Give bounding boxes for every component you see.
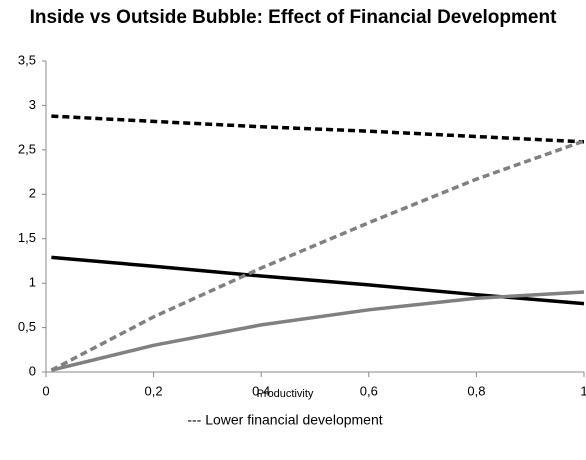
line-series — [50, 290, 585, 372]
x-tick-label: 1 — [580, 383, 586, 398]
line-series — [51, 114, 585, 144]
y-tick-label: 1 — [29, 275, 36, 290]
x-tick-label: 0 — [42, 383, 49, 398]
y-tick-label: 2,5 — [18, 141, 36, 156]
y-tick-label: 0 — [29, 363, 36, 378]
x-tick-label: 0,4 — [252, 383, 270, 398]
y-tick-label: 3,5 — [18, 52, 36, 67]
x-axis-label: Productivity — [257, 388, 314, 400]
y-tick-label: 1,5 — [18, 230, 36, 245]
caption: --- Lower financial development — [187, 412, 382, 428]
y-tick-label: 2 — [29, 186, 36, 201]
y-tick-label: 0,5 — [18, 319, 36, 334]
x-tick-label: 0,8 — [467, 383, 485, 398]
x-tick-label: 0,2 — [145, 383, 163, 398]
line-series — [50, 139, 585, 372]
y-tick-label: 3 — [29, 97, 36, 112]
chart-title: Inside vs Outside Bubble: Effect of Fina… — [30, 7, 557, 28]
x-tick-label: 0,6 — [360, 383, 378, 398]
